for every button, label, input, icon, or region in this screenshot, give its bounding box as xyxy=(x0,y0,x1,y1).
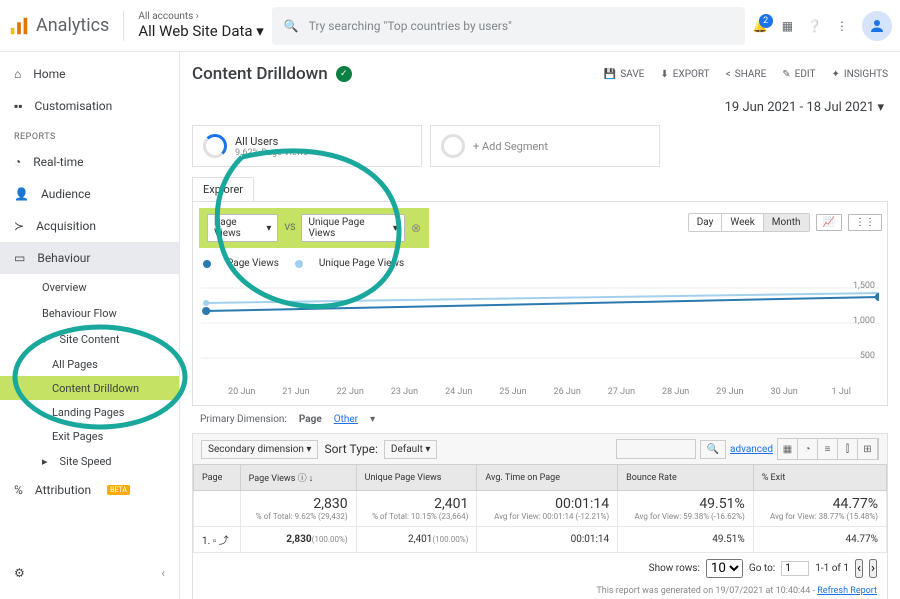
remove-icon[interactable]: ⊗ xyxy=(411,221,421,235)
save-button[interactable]: 💾 SAVE xyxy=(604,69,645,80)
user-icon: 👤 xyxy=(14,187,29,201)
sidebar-item-allpages[interactable]: All Pages xyxy=(0,352,179,376)
segment-add[interactable]: + Add Segment xyxy=(430,125,660,167)
report-generated: This report was generated on 19/07/2021 … xyxy=(193,584,887,599)
legend-dot-2 xyxy=(295,260,303,268)
dim-page[interactable]: Page xyxy=(299,414,322,425)
toggle-month[interactable]: Month xyxy=(764,214,809,231)
summary-row: 2,830% of Total: 9.62% (29,432) 2,401% o… xyxy=(194,491,887,527)
explorer-tab[interactable]: Explorer xyxy=(192,177,254,201)
metric-row: Page Views ▾ VS Unique Page Views ▾ ⊗ xyxy=(199,208,429,248)
brand-text: Analytics xyxy=(36,15,109,36)
sidebar-item-admin[interactable]: ⚙‹ xyxy=(0,557,179,589)
search-button[interactable]: 🔍 xyxy=(700,440,726,459)
acq-icon: ≻ xyxy=(14,219,24,233)
export-button[interactable]: ⬇ EXPORT xyxy=(660,69,709,80)
segments: All Users9.62% Page Views + Add Segment xyxy=(192,125,900,177)
segment-empty-icon xyxy=(441,134,465,158)
secondary-dim[interactable]: Secondary dimension ▾ xyxy=(201,440,318,459)
sidebar-item-behaviour[interactable]: ▭Behaviour xyxy=(0,242,179,274)
reports-header: REPORTS xyxy=(0,122,179,146)
link-icon[interactable]: ⤴ xyxy=(219,536,229,547)
custom-icon: ▪▪ xyxy=(14,99,23,113)
page-title: Content Drilldown xyxy=(192,64,328,84)
primary-dimension: Primary Dimension: Page Other ▾ xyxy=(192,406,900,433)
collapse-icon[interactable]: ‹ xyxy=(161,566,165,580)
table-row[interactable]: 1. ▫ ⤴ 2,830(100.00%) 2,401(100.00%) 00:… xyxy=(194,527,887,553)
sidebar-item-acquisition[interactable]: ≻Acquisition xyxy=(0,210,179,242)
metric-1[interactable]: Page Views ▾ xyxy=(207,214,278,242)
sidebar-item-customisation[interactable]: ▪▪Customisation xyxy=(0,90,179,122)
sidebar-item-realtime[interactable]: ◔Real-time xyxy=(0,146,179,178)
view-table-icon[interactable]: ▦ xyxy=(778,439,798,459)
help-icon[interactable]: ❔ xyxy=(807,19,822,33)
sidebar-item-attribution[interactable]: ℅AttributionBETA xyxy=(0,474,179,506)
sidebar-item-bflow[interactable]: Behaviour Flow xyxy=(0,300,179,326)
view-pie-icon[interactable]: ◔ xyxy=(798,439,818,459)
behaviour-icon: ▭ xyxy=(14,251,25,265)
dim-other[interactable]: Other xyxy=(334,414,358,425)
rows-select[interactable]: 10 xyxy=(706,559,743,578)
table-panel: Secondary dimension ▾ Sort Type: Default… xyxy=(192,433,888,599)
search-placeholder: Try searching "Top countries by users" xyxy=(309,19,512,33)
shield-icon: ✓ xyxy=(336,66,352,82)
apps-icon[interactable]: ▦ xyxy=(782,19,793,33)
sidebar-item-drilldown[interactable]: Content Drilldown xyxy=(0,376,179,400)
pagination: Show rows: 10 Go to: 1-1 of 1 ‹ › xyxy=(193,553,887,584)
chart-panel: Page Views ▾ VS Unique Page Views ▾ ⊗ Da… xyxy=(192,201,888,406)
data-table: Page Page Views ⓘ ↓ Unique Page Views Av… xyxy=(193,464,887,553)
content: Content Drilldown ✓ 💾 SAVE ⬇ EXPORT < SH… xyxy=(180,52,900,599)
date-range[interactable]: 19 Jun 2021 - 18 Jul 2021 ▾ xyxy=(192,96,900,125)
view-bar-icon[interactable]: ≡ xyxy=(818,439,838,459)
sort-type[interactable]: Default ▾ xyxy=(384,440,438,459)
analytics-icon xyxy=(8,15,30,37)
chart-type-motion[interactable]: ⋮⋮ xyxy=(848,214,882,231)
sidebar-item-landing[interactable]: Landing Pages xyxy=(0,400,179,424)
time-toggle: Day Week Month xyxy=(688,213,810,232)
sidebar-item-sitespeed[interactable]: ▸ Site Speed xyxy=(0,448,179,474)
clock-icon: ◔ xyxy=(14,155,21,169)
insights-button[interactable]: ✦ INSIGHTS xyxy=(831,69,888,80)
advanced-link[interactable]: advanced xyxy=(730,444,773,455)
view-pivot-icon[interactable]: ⊞ xyxy=(858,439,878,459)
share-button[interactable]: < SHARE xyxy=(726,69,767,80)
home-icon: ⌂ xyxy=(14,67,21,81)
next-button[interactable]: › xyxy=(869,559,877,578)
goto-input[interactable] xyxy=(781,561,809,576)
logo[interactable]: Analytics xyxy=(8,15,109,37)
sidebar-item-audience[interactable]: 👤Audience xyxy=(0,178,179,210)
sidebar-item-exit[interactable]: Exit Pages xyxy=(0,424,179,448)
prev-button[interactable]: ‹ xyxy=(855,559,863,578)
metric-2[interactable]: Unique Page Views ▾ xyxy=(301,214,404,242)
view-buttons: ▦ ◔ ≡ ⫿ ⊞ xyxy=(777,438,879,460)
search-icon: 🔍 xyxy=(284,19,299,33)
legend-dot-1 xyxy=(203,260,211,268)
segment-donut-icon xyxy=(203,134,227,158)
sidebar-item-overview[interactable]: Overview xyxy=(0,274,179,300)
toggle-week[interactable]: Week xyxy=(722,214,763,231)
legend: Page Views Unique Page Views xyxy=(193,254,887,273)
view-comp-icon[interactable]: ⫿ xyxy=(838,439,858,459)
top-bar: Analytics All accounts › All Web Site Da… xyxy=(0,0,900,52)
sidebar-item-sitecontent[interactable]: ▾ Site Content xyxy=(0,326,179,352)
search-box[interactable]: 🔍 Try searching "Top countries by users" xyxy=(272,7,745,45)
line-chart: 1,500 1,000 500 20 Jun 21 Jun 22 Jun 23 … xyxy=(201,273,879,383)
attr-icon: ℅ xyxy=(14,483,23,497)
more-icon[interactable]: ⋮ xyxy=(836,19,848,33)
sidebar: ⌂Home ▪▪Customisation REPORTS ◔Real-time… xyxy=(0,52,180,599)
filter-input[interactable] xyxy=(616,439,696,459)
page-header: Content Drilldown ✓ 💾 SAVE ⬇ EXPORT < SH… xyxy=(192,52,900,96)
divider xyxy=(123,11,124,41)
toggle-day[interactable]: Day xyxy=(689,214,723,231)
sidebar-item-home[interactable]: ⌂Home xyxy=(0,58,179,90)
notifications-icon[interactable]: 🔔2 xyxy=(753,19,768,33)
account-picker[interactable]: All accounts › All Web Site Data ▾ xyxy=(138,11,263,40)
refresh-link[interactable]: Refresh Report xyxy=(817,586,877,596)
avatar[interactable] xyxy=(862,11,892,41)
gear-icon: ⚙ xyxy=(14,566,25,580)
chart-type-line[interactable]: 📈 xyxy=(816,214,842,231)
segment-allusers[interactable]: All Users9.62% Page Views xyxy=(192,125,422,167)
edit-button[interactable]: ✎ EDIT xyxy=(782,69,815,80)
